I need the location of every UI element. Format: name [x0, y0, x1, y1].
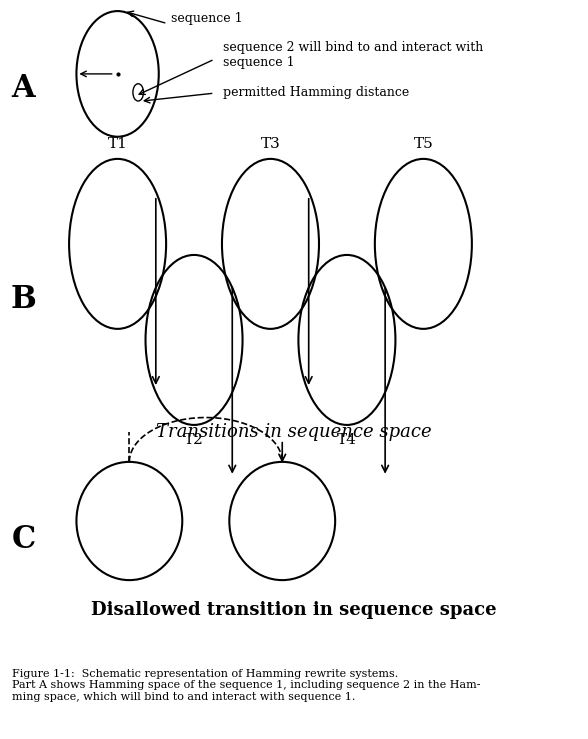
Text: C: C [11, 524, 36, 555]
Text: sequence 2 will bind to and interact with
sequence 1: sequence 2 will bind to and interact wit… [223, 41, 484, 69]
Text: T2: T2 [184, 433, 204, 446]
Text: T4: T4 [337, 433, 357, 446]
Text: Disallowed transition in sequence space: Disallowed transition in sequence space [91, 601, 497, 619]
Text: T1: T1 [108, 137, 128, 151]
Text: permitted Hamming distance: permitted Hamming distance [223, 86, 410, 99]
Text: Figure 1-1:  Schematic representation of Hamming rewrite systems.
Part A shows H: Figure 1-1: Schematic representation of … [12, 669, 480, 702]
Text: sequence 1: sequence 1 [171, 12, 242, 25]
Text: B: B [11, 284, 36, 315]
Text: A: A [12, 73, 35, 104]
Text: Transitions in sequence space: Transitions in sequence space [156, 423, 432, 441]
Text: T3: T3 [260, 137, 280, 151]
Text: T5: T5 [413, 137, 433, 151]
